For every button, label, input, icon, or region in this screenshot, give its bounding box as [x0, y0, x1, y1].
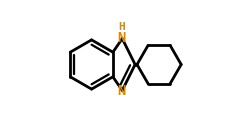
Text: H: H [118, 22, 125, 32]
Text: N: N [117, 84, 126, 98]
Text: N: N [117, 31, 126, 45]
